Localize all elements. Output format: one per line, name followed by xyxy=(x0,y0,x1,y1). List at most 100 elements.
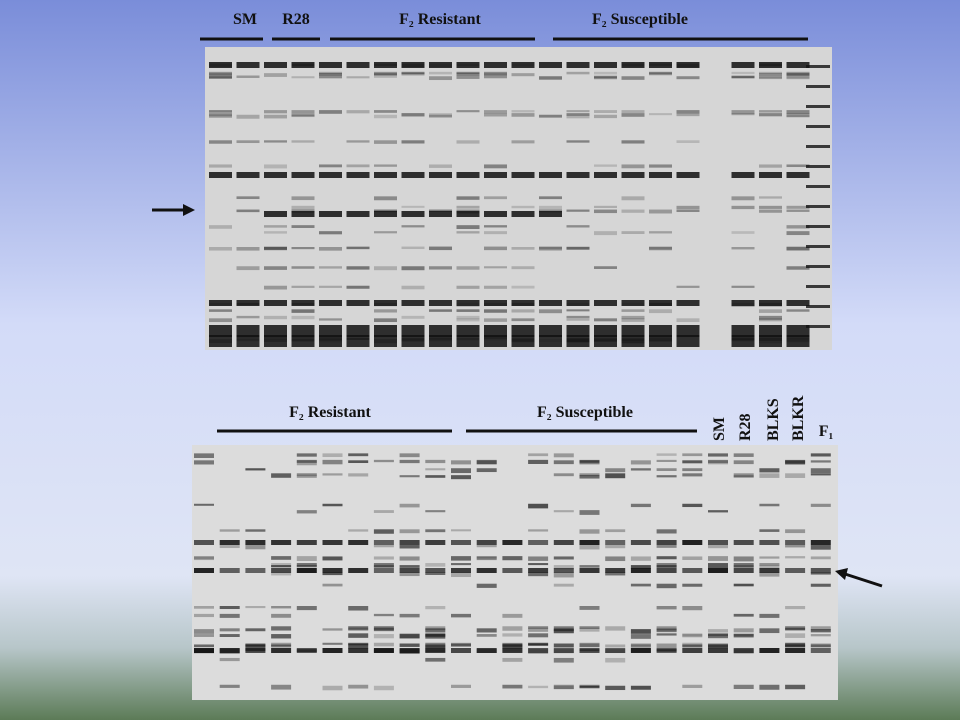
gel-band xyxy=(456,62,480,68)
gel-band xyxy=(731,336,755,340)
gel-band xyxy=(539,62,562,68)
gel-band xyxy=(374,300,397,306)
gel-band xyxy=(786,337,810,341)
gel-band xyxy=(810,629,831,633)
gel-band xyxy=(319,76,342,79)
gel-band xyxy=(429,266,452,270)
gel-band xyxy=(373,563,394,568)
gel-band xyxy=(425,540,446,545)
gel-band xyxy=(476,634,497,637)
gel-band xyxy=(566,172,590,178)
gel-band xyxy=(682,453,703,457)
gel-band xyxy=(785,460,806,465)
gel-band xyxy=(264,231,287,234)
gel-band xyxy=(579,540,600,545)
gel-band xyxy=(539,325,562,337)
gel-band xyxy=(656,468,677,471)
gel-band xyxy=(236,315,260,319)
gel-band xyxy=(731,71,755,75)
gel-band xyxy=(296,459,317,463)
gel-band xyxy=(291,205,315,210)
arrow xyxy=(152,204,195,216)
gel-band xyxy=(676,110,700,114)
gel-band xyxy=(786,336,810,340)
gel-band xyxy=(456,140,480,144)
gel-band xyxy=(630,583,651,587)
gel-band xyxy=(348,684,369,689)
gel-band xyxy=(322,642,343,645)
gel-band xyxy=(566,110,590,113)
gel-band xyxy=(194,453,214,458)
gel-band xyxy=(401,266,425,271)
gel-band xyxy=(553,565,574,570)
gel-band xyxy=(429,339,452,342)
gel-band xyxy=(656,649,677,652)
gel-band xyxy=(785,545,806,548)
gel-band xyxy=(682,648,703,653)
gel-band xyxy=(401,62,425,68)
gel-band xyxy=(346,164,370,168)
gel-band xyxy=(605,644,626,648)
gel-band xyxy=(456,71,480,75)
gel-band xyxy=(539,339,562,342)
gel-band xyxy=(399,643,420,647)
gel-band xyxy=(264,73,287,77)
gel-band xyxy=(319,300,342,306)
gel-band xyxy=(291,114,315,118)
gel-band xyxy=(264,62,287,68)
gel-band xyxy=(236,114,260,119)
gel-band xyxy=(759,568,780,573)
gel-band xyxy=(810,568,831,573)
gel-band xyxy=(319,318,342,321)
gel-band xyxy=(605,626,626,631)
gel-band xyxy=(401,73,425,76)
gel-band xyxy=(456,196,480,200)
gel-band xyxy=(319,285,342,288)
gel-band xyxy=(621,325,645,337)
gel-band xyxy=(553,568,574,573)
gel-band xyxy=(373,556,394,560)
gel-band xyxy=(806,245,830,248)
gel-band xyxy=(676,113,700,117)
gel-band xyxy=(594,325,617,337)
gel-band xyxy=(708,648,728,653)
gel-band xyxy=(579,606,600,610)
gel-band xyxy=(429,63,452,67)
gel-band xyxy=(291,211,315,217)
gel-band xyxy=(656,459,677,463)
gel-band xyxy=(219,540,240,545)
gel-band xyxy=(656,628,677,633)
gel-band xyxy=(566,315,590,319)
gel-band xyxy=(553,583,574,587)
gel-band xyxy=(566,302,590,306)
gel-band xyxy=(484,225,507,228)
gel-band xyxy=(401,113,425,117)
gel-band xyxy=(656,545,677,548)
gel-band xyxy=(528,529,549,532)
gel-band xyxy=(236,209,260,213)
gel-band xyxy=(502,644,523,649)
group-label: SM xyxy=(233,11,257,28)
gel-band xyxy=(429,113,452,116)
gel-band xyxy=(374,62,397,68)
gel-band xyxy=(374,335,397,347)
gel-band xyxy=(511,302,535,306)
gel-band xyxy=(539,211,562,217)
gel-band xyxy=(425,644,446,649)
gel-band xyxy=(733,473,754,478)
gel-band xyxy=(605,568,626,573)
gel-band xyxy=(476,568,497,573)
gel-band xyxy=(476,649,497,653)
gel-band xyxy=(322,503,343,507)
gel-band xyxy=(296,473,317,476)
gel-band xyxy=(553,626,574,631)
gel-band xyxy=(511,205,535,209)
gel-band xyxy=(373,685,394,691)
gel-band xyxy=(649,302,672,306)
gel-band xyxy=(451,460,471,465)
gel-band xyxy=(346,335,370,347)
gel-band xyxy=(810,545,831,550)
gel-band xyxy=(649,335,672,347)
gel-band xyxy=(209,302,232,306)
gel-band xyxy=(271,684,292,690)
